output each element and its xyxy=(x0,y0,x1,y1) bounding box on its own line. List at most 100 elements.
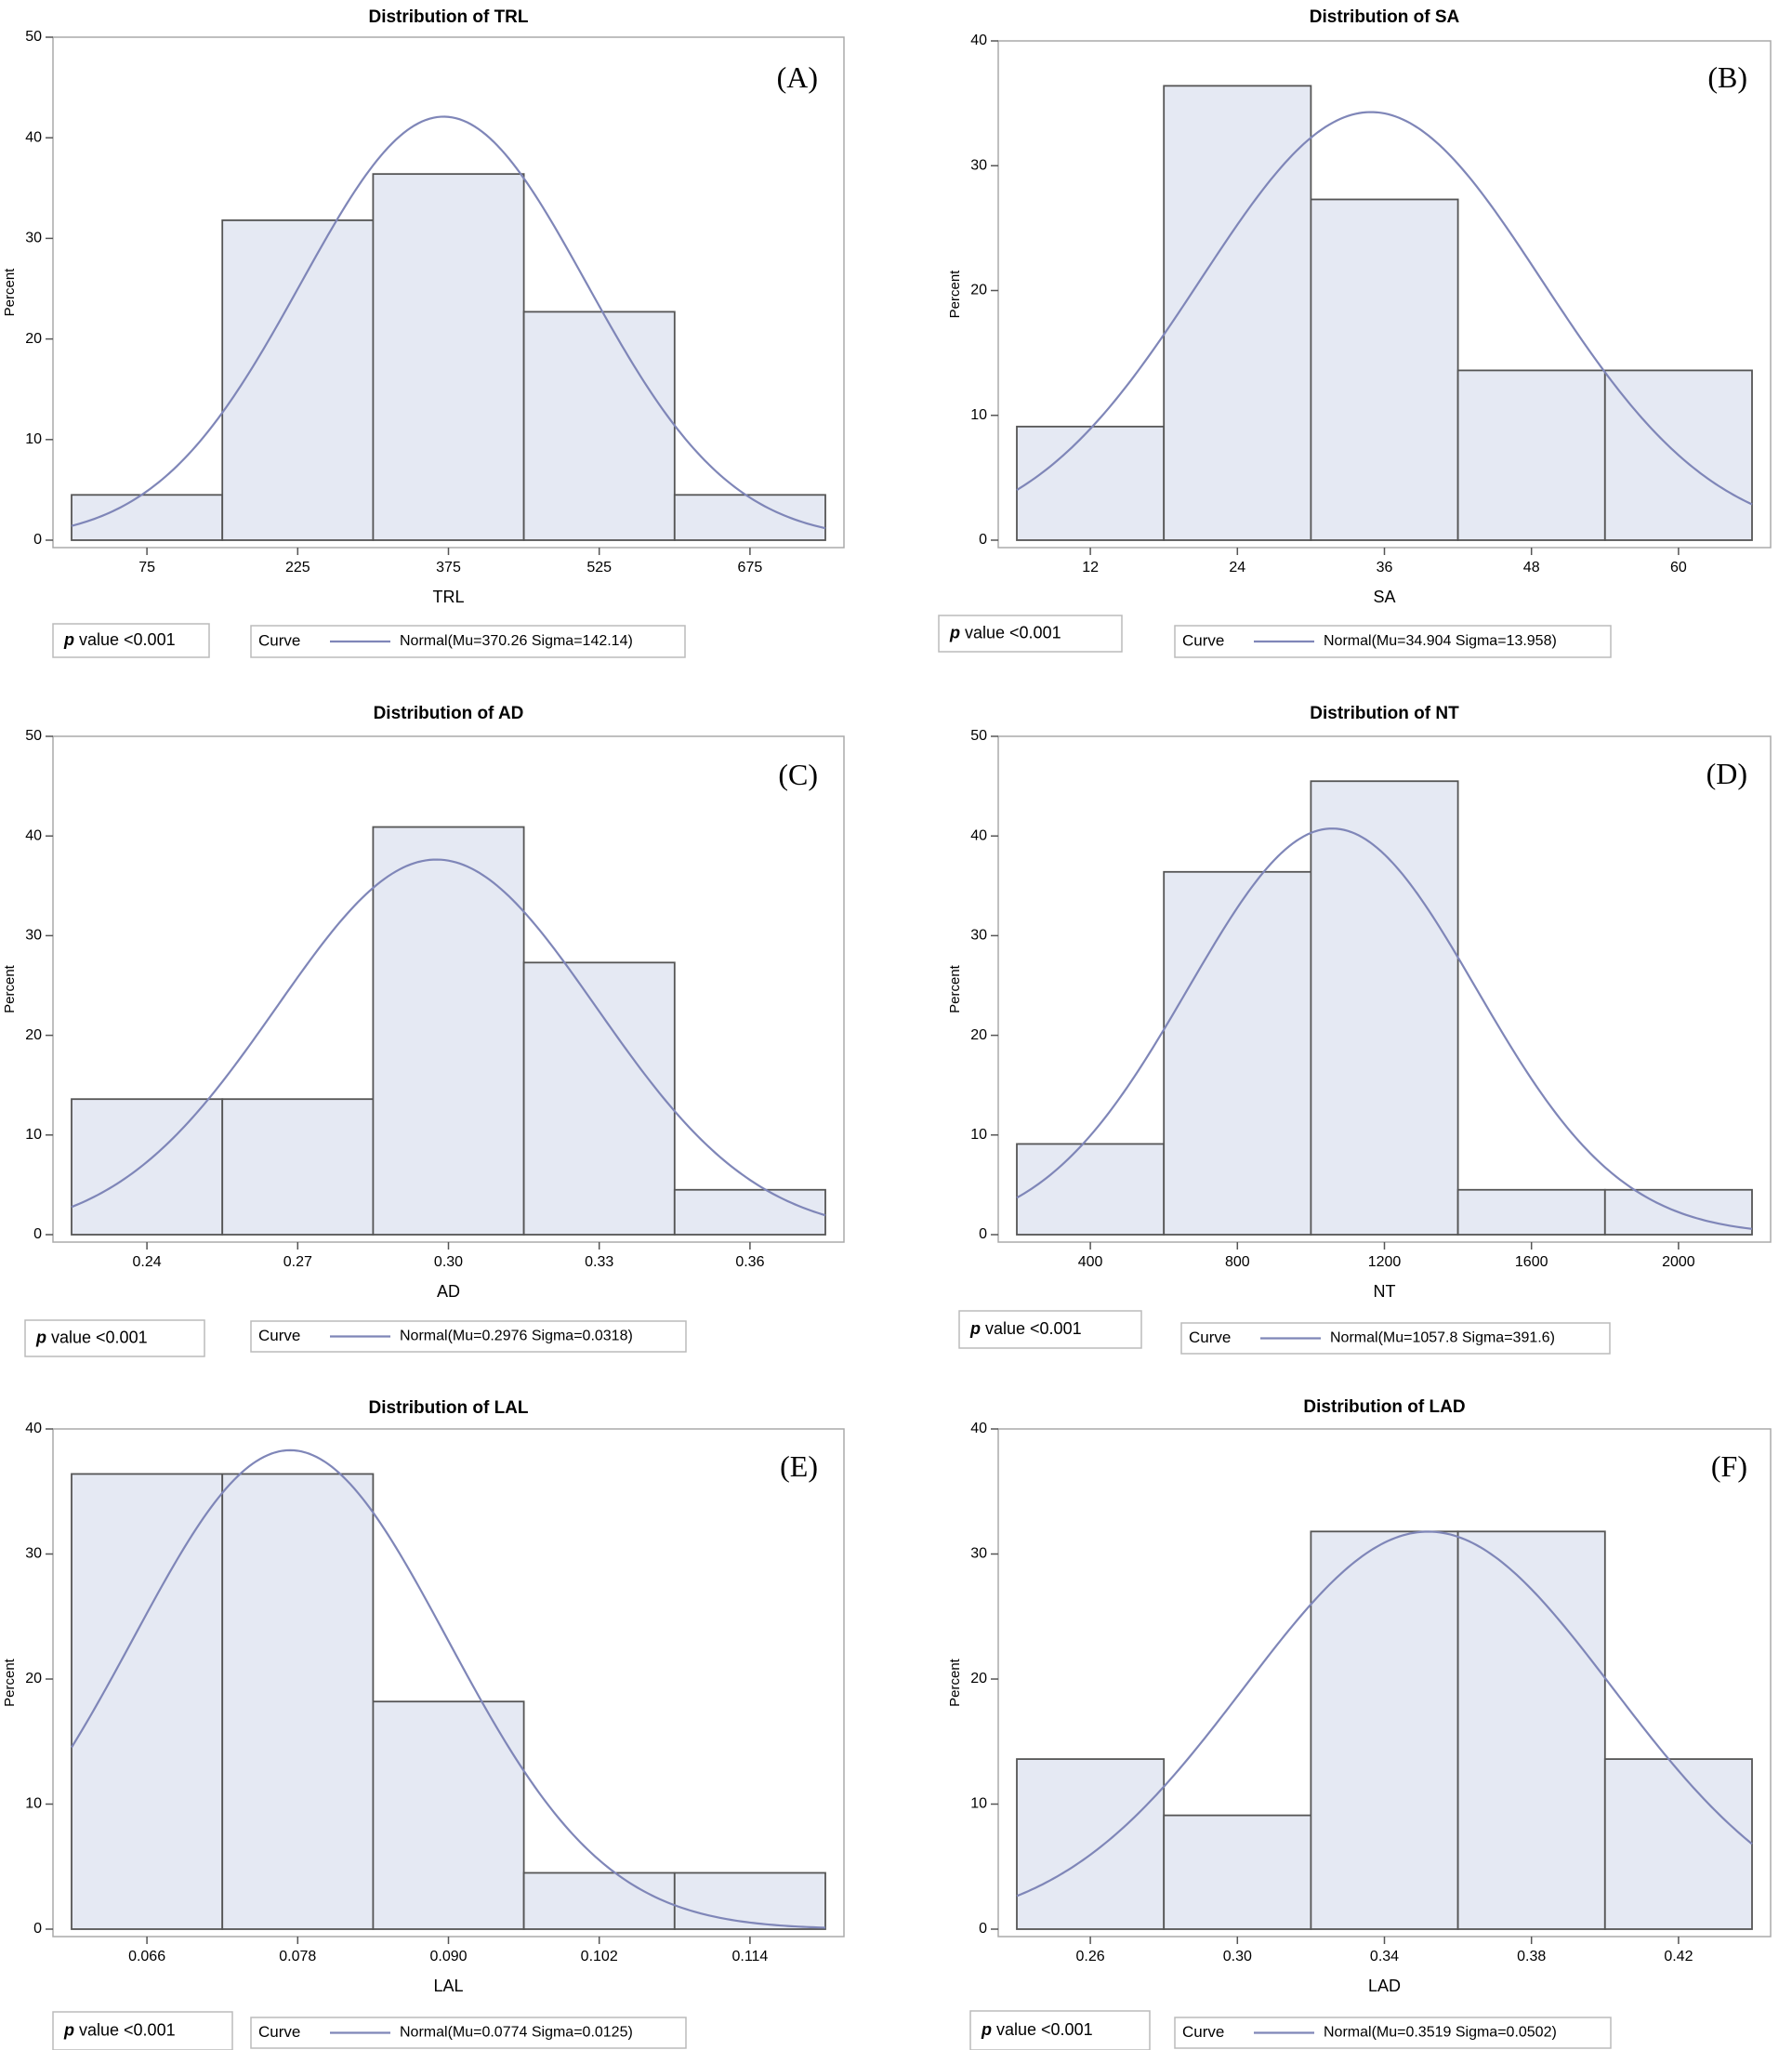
normal-curve xyxy=(1016,827,1753,1230)
p-value-symbol: p xyxy=(35,1328,46,1346)
panel-letter: (C) xyxy=(778,758,818,791)
chart-panel-b: Distribution of SA 0 10 20 30 40 12 24 36 48 60 SA P… xyxy=(938,7,1772,658)
x-tick-label: 0.102 xyxy=(581,1949,618,1964)
normal-curve xyxy=(1016,111,1753,506)
y-tick-label: 30 xyxy=(970,157,987,173)
x-tick-label: 225 xyxy=(285,560,310,575)
p-value-label: value <0.001 xyxy=(74,2020,176,2039)
x-tick-label: 0.30 xyxy=(434,1254,463,1270)
histogram-bar xyxy=(1016,1143,1166,1236)
legend-box xyxy=(1180,1322,1611,1355)
x-tick-label: 0.36 xyxy=(735,1254,764,1270)
x-tick-label: 0.090 xyxy=(429,1949,467,1964)
y-tick-label: 30 xyxy=(970,1546,987,1562)
y-tick-label: 20 xyxy=(970,283,987,298)
chart-panel-a: Distribution of TRL 0 10 20 30 40 50 75 225 375 52… xyxy=(2,7,845,658)
chart-panel-c: Distribution of AD 0 10 20 30 40 50 0.24 0.27 0.3… xyxy=(2,704,845,1357)
p-value-symbol: p xyxy=(969,1319,981,1338)
histogram-bar xyxy=(522,961,676,1236)
y-axis-label: Percent xyxy=(947,964,963,1013)
p-value-label: value <0.001 xyxy=(74,630,176,649)
p-value-label: value <0.001 xyxy=(992,2020,1093,2039)
y-tick-label: 20 xyxy=(970,1027,987,1043)
x-tick-label: 36 xyxy=(1377,560,1393,575)
x-tick-label: 0.34 xyxy=(1370,1949,1399,1964)
y-tick-label: 20 xyxy=(25,1027,42,1043)
histogram-bar xyxy=(71,494,224,541)
panel-letter: (F) xyxy=(1711,1449,1747,1483)
histogram-bar xyxy=(1163,85,1312,541)
normal-curve xyxy=(1016,1530,1753,1898)
y-tick-label: 30 xyxy=(25,1546,42,1562)
y-tick-label: 10 xyxy=(970,407,987,423)
x-tick-label: 0.114 xyxy=(731,1949,768,1964)
normal-curve xyxy=(71,1448,826,1929)
chart-panel-d: Distribution of NT 0 10 20 30 40 50 400 800 1200 1… xyxy=(947,704,1772,1355)
p-value-label: value <0.001 xyxy=(960,623,1061,641)
y-tick-label: 10 xyxy=(25,431,42,447)
y-tick-label: 0 xyxy=(979,1226,987,1242)
x-tick-label: 800 xyxy=(1225,1254,1250,1270)
x-tick-label: 0.24 xyxy=(133,1254,162,1270)
p-value-text: p value <0.001 xyxy=(63,2020,176,2039)
y-tick-label: 50 xyxy=(25,728,42,744)
legend-title: Curve xyxy=(258,1327,300,1344)
legend-entry: Normal(Mu=1057.8 Sigma=391.6) xyxy=(1330,1330,1555,1346)
legend-title: Curve xyxy=(258,2023,300,2041)
y-tick-label: 10 xyxy=(970,1127,987,1143)
x-tick-label: 0.078 xyxy=(279,1949,316,1964)
legend-box xyxy=(250,1320,687,1353)
p-value-text: p value <0.001 xyxy=(63,630,176,649)
y-tick-label: 20 xyxy=(25,331,42,347)
y-tick-label: 50 xyxy=(25,29,42,45)
histogram-bar xyxy=(1603,1758,1753,1930)
x-tick-label: 675 xyxy=(738,560,763,575)
x-tick-label: 2000 xyxy=(1662,1254,1695,1270)
chart-title: Distribution of TRL xyxy=(368,7,528,27)
histogram-bar xyxy=(1016,1758,1166,1930)
y-tick-label: 20 xyxy=(970,1671,987,1686)
legend-entry: Normal(Mu=370.26 Sigma=142.14) xyxy=(400,633,633,649)
legend-box xyxy=(1174,2017,1612,2049)
y-tick-label: 0 xyxy=(33,1226,42,1242)
p-value-box xyxy=(52,2011,233,2050)
p-value-text: p value <0.001 xyxy=(35,1328,148,1346)
x-tick-label: 0.26 xyxy=(1076,1949,1105,1964)
x-tick-label: 400 xyxy=(1078,1254,1103,1270)
panel-letter: (A) xyxy=(777,60,818,94)
histogram-bar xyxy=(71,1098,224,1236)
y-tick-label: 40 xyxy=(25,129,42,145)
legend-title: Curve xyxy=(1182,2023,1224,2041)
y-axis-label: Percent xyxy=(947,1658,963,1707)
histogram-bar xyxy=(372,826,525,1236)
x-tick-label: 75 xyxy=(138,560,155,575)
p-value-symbol: p xyxy=(981,2020,992,2039)
legend-title: Curve xyxy=(258,631,300,649)
histogram-bar xyxy=(522,311,676,541)
legend-title: Curve xyxy=(1189,1329,1231,1346)
histogram-bar xyxy=(71,1473,224,1930)
histogram-bar xyxy=(673,1188,826,1236)
x-axis-label: AD xyxy=(437,1282,460,1301)
x-axis-label: NT xyxy=(1374,1282,1396,1301)
legend-box xyxy=(250,625,686,658)
y-tick-label: 0 xyxy=(33,532,42,548)
histogram-bar xyxy=(673,1871,826,1930)
y-tick-label: 40 xyxy=(25,1421,42,1436)
p-value-box xyxy=(938,615,1123,653)
y-tick-label: 40 xyxy=(970,33,987,48)
y-axis-label: Percent xyxy=(2,268,18,317)
p-value-box xyxy=(969,2010,1151,2050)
panel-letter: (E) xyxy=(780,1449,818,1483)
y-axis-label: Percent xyxy=(2,1658,18,1707)
histogram-bar xyxy=(1163,1814,1312,1930)
histogram-bar xyxy=(1016,425,1166,541)
x-tick-label: 1600 xyxy=(1515,1254,1548,1270)
histogram-bar xyxy=(221,1473,375,1930)
p-value-label: value <0.001 xyxy=(46,1328,148,1346)
p-value-box xyxy=(958,1310,1142,1349)
y-tick-label: 30 xyxy=(25,231,42,246)
x-tick-label: 0.27 xyxy=(283,1254,312,1270)
histogram-bar xyxy=(1163,870,1312,1236)
legend-entry: Normal(Mu=0.2976 Sigma=0.0318) xyxy=(400,1329,633,1344)
